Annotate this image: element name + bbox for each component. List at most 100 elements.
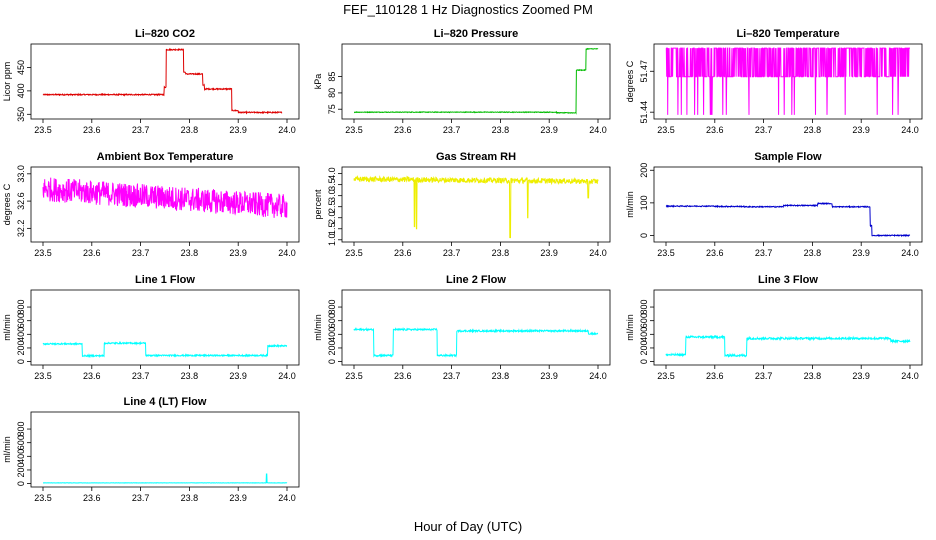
x-tick-label: 24.0 — [589, 371, 607, 381]
series-line — [354, 47, 599, 115]
x-tick-label: 23.9 — [540, 125, 558, 135]
x-tick-label: 23.9 — [229, 493, 247, 503]
panel-title: Li–820 Pressure — [434, 28, 518, 40]
x-tick-label: 24.0 — [278, 493, 296, 503]
plot-frame — [341, 166, 611, 243]
x-tick-label: 23.5 — [345, 248, 363, 258]
x-tick-label: 24.0 — [278, 125, 296, 135]
y-tick-label: 80 — [327, 88, 337, 98]
series-line — [43, 473, 288, 484]
y-tick-label: 4.0 — [327, 167, 337, 180]
x-axis-label: Hour of Day (UTC) — [414, 519, 522, 534]
x-tick-label: 23.7 — [132, 125, 150, 135]
panel-9: Line 3 Flow 23.5 23.6 23.7 23.8 23.9 24.0 0 2004… — [625, 274, 923, 381]
x-tick-label: 24.0 — [589, 125, 607, 135]
y-tick-label: 32.2 — [16, 220, 26, 238]
x-tick-label: 23.7 — [755, 371, 773, 381]
panel-1: Li–820 CO2 23.5 23.6 23.7 23.8 23.9 24.0 350 400… — [2, 28, 300, 135]
x-tick-label: 23.7 — [132, 248, 150, 258]
series-line — [353, 326, 599, 358]
x-tick-label: 23.6 — [394, 248, 412, 258]
y-tick-label: 800 — [327, 300, 337, 315]
x-tick-label: 23.8 — [492, 371, 510, 381]
y-axis-label: Licor ppm — [2, 62, 12, 102]
x-tick-label: 23.6 — [83, 493, 101, 503]
panel-7: Line 1 Flow 23.5 23.6 23.7 23.8 23.9 24.0 0 2004… — [2, 274, 300, 381]
x-tick-label: 24.0 — [901, 125, 919, 135]
plot-frame — [341, 43, 611, 120]
x-tick-label: 23.8 — [492, 125, 510, 135]
x-tick-label: 23.6 — [83, 371, 101, 381]
panel-title: Line 2 Flow — [446, 274, 506, 286]
x-tick-label: 23.9 — [852, 371, 870, 381]
y-tick-label: 800 — [16, 300, 26, 315]
y-tick-label: 200 — [639, 340, 649, 355]
x-tick-label: 23.7 — [132, 371, 150, 381]
x-tick-label: 24.0 — [901, 248, 919, 258]
x-tick-label: 23.7 — [755, 125, 773, 135]
y-tick-label: 200 — [16, 462, 26, 477]
y-tick-label: 400 — [639, 327, 649, 342]
y-tick-label: 100 — [639, 195, 649, 210]
y-tick-label: 1.0 — [327, 234, 337, 247]
x-tick-label: 24.0 — [901, 371, 919, 381]
x-tick-label: 23.8 — [181, 248, 199, 258]
y-axis-label: ml/min — [313, 314, 323, 341]
series-line — [665, 334, 911, 359]
x-tick-label: 23.6 — [706, 248, 724, 258]
y-axis-label: ml/min — [2, 314, 12, 341]
x-tick-label: 23.9 — [229, 371, 247, 381]
x-tick-label: 23.9 — [540, 248, 558, 258]
y-axis-label: ml/min — [2, 436, 12, 463]
x-tick-label: 23.7 — [443, 371, 461, 381]
series-line — [42, 340, 288, 358]
panel-title: Li–820 Temperature — [736, 28, 839, 40]
x-tick-label: 23.5 — [345, 371, 363, 381]
y-tick-label: 450 — [16, 60, 26, 75]
x-tick-label: 23.8 — [181, 493, 199, 503]
series-line — [665, 202, 911, 238]
plot-frame — [653, 43, 923, 120]
plot-frame — [30, 411, 300, 488]
x-tick-label: 23.7 — [443, 248, 461, 258]
x-tick-label: 23.5 — [34, 493, 52, 503]
y-tick-label: 85 — [327, 72, 337, 82]
y-tick-label: 0 — [639, 233, 649, 238]
y-tick-label: 400 — [16, 327, 26, 342]
x-tick-label: 23.9 — [540, 371, 558, 381]
x-tick-label: 23.6 — [83, 125, 101, 135]
panel-6: Sample Flow 23.5 23.6 23.7 23.8 23.9 24.0 0 100 2… — [625, 151, 923, 258]
x-tick-label: 23.9 — [229, 125, 247, 135]
plot-frame — [30, 289, 300, 366]
y-tick-label: 800 — [639, 300, 649, 315]
figure-title: FEF_110128 1 Hz Diagnostics Zoomed PM — [343, 2, 593, 17]
x-tick-label: 23.7 — [132, 493, 150, 503]
y-tick-label: 3.0 — [327, 189, 337, 202]
y-axis-label: degrees C — [625, 60, 635, 102]
x-tick-label: 24.0 — [278, 371, 296, 381]
plot-frame — [653, 289, 923, 366]
x-tick-label: 23.8 — [181, 125, 199, 135]
plot-frame — [341, 289, 611, 366]
x-tick-label: 23.5 — [34, 371, 52, 381]
y-tick-label: 0 — [16, 481, 26, 486]
y-tick-label: 600 — [327, 313, 337, 328]
x-tick-label: 23.5 — [34, 248, 52, 258]
y-tick-label: 800 — [16, 422, 26, 437]
y-axis-label: ml/min — [625, 314, 635, 341]
series-line — [42, 177, 288, 218]
x-tick-label: 23.7 — [443, 125, 461, 135]
panel-8: Line 2 Flow 23.5 23.6 23.7 23.8 23.9 24.0 0 2004… — [313, 274, 611, 381]
panel-10: Line 4 (LT) Flow 23.5 23.6 23.7 23.8 23.9 24.0… — [2, 396, 300, 503]
y-tick-label: 400 — [327, 327, 337, 342]
panel-2: Li–820 Pressure 23.5 23.6 23.7 23.8 23.9 24.0 7… — [313, 28, 611, 135]
x-tick-label: 23.5 — [345, 125, 363, 135]
x-tick-label: 23.9 — [852, 248, 870, 258]
y-tick-label: 600 — [16, 313, 26, 328]
y-axis-label: kPa — [313, 74, 323, 90]
y-tick-label: 400 — [16, 83, 26, 98]
y-tick-label: 600 — [16, 435, 26, 450]
y-tick-label: 51.44 — [639, 101, 649, 124]
x-tick-label: 23.9 — [852, 125, 870, 135]
